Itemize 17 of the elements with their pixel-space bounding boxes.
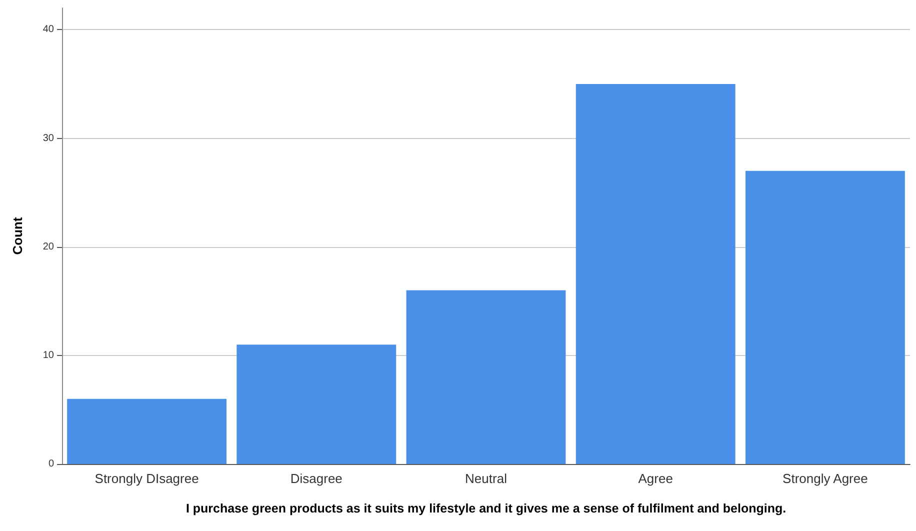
x-tick-label: Strongly Agree <box>782 471 868 486</box>
y-tick-label: 0 <box>48 458 54 470</box>
bar <box>236 344 396 464</box>
x-tick-label: Neutral <box>465 471 508 486</box>
bar <box>576 84 736 464</box>
bar <box>406 290 566 464</box>
x-tick-label: Strongly DIsagree <box>94 471 199 486</box>
y-tick-label: 20 <box>42 241 54 252</box>
y-tick-label: 40 <box>42 24 54 36</box>
bar <box>745 170 905 464</box>
y-tick-label: 10 <box>42 350 54 361</box>
y-axis-title: Count <box>10 216 25 255</box>
bar <box>67 398 227 464</box>
y-tick-label: 30 <box>42 132 54 144</box>
x-tick-label: Agree <box>638 471 673 486</box>
x-tick-label: Disagree <box>290 471 342 486</box>
x-axis-title: I purchase green products as it suits my lifestyle and it gives me a sense of fulfilment and belonging. <box>186 502 786 516</box>
